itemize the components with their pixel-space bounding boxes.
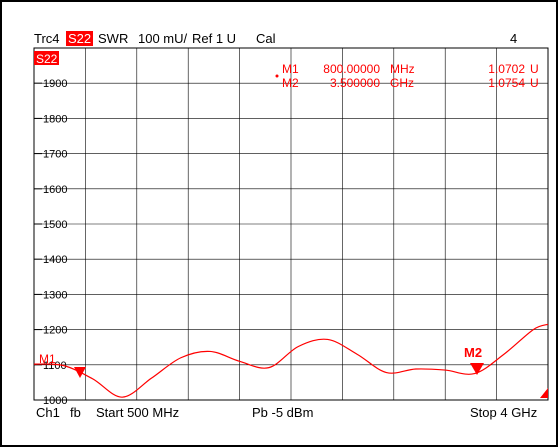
y-tick-label: 1100 <box>43 360 67 372</box>
marker-m2-triangle[interactable] <box>470 363 484 375</box>
y-tick-label: 1400 <box>43 254 67 266</box>
marker-table: M1 800.00000 MHz 1.0702 U M2 3.500000 GHz 1.0754… <box>282 62 539 90</box>
grid <box>34 48 548 400</box>
y-tick-label: 1200 <box>43 325 67 337</box>
start-frequency[interactable]: Start 500 MHz <box>96 405 180 420</box>
reference-label[interactable]: Ref 1 U <box>192 31 237 46</box>
channel-label[interactable]: Ch1 <box>36 405 60 420</box>
marker-table-name: M2 <box>282 76 299 90</box>
power-label[interactable]: Pb -5 dBm <box>252 405 314 420</box>
marker-table-value: 1.0754 <box>488 76 525 90</box>
marker-m1-label: M1 <box>39 352 56 366</box>
param-box <box>34 51 59 65</box>
y-tick-label: 1700 <box>43 149 67 161</box>
stop-frequency[interactable]: Stop 4 GHz <box>470 405 538 420</box>
y-tick-label: 1500 <box>43 219 67 231</box>
y-tick-label: 1600 <box>43 184 67 196</box>
y-tick-label: 1000 <box>43 395 67 407</box>
y-axis-ticks: 1900 1800 1700 1600 1500 1400 1300 1200 1100 1000 <box>34 78 67 407</box>
s-parameter-badge[interactable]: S22 <box>66 31 94 46</box>
fb-label: fb <box>70 405 81 420</box>
marker-table-freq: 3.500000 <box>330 76 380 90</box>
trace-line <box>33 323 549 398</box>
marker-table-unit: GHz <box>390 76 414 90</box>
calibration-label[interactable]: Cal <box>256 31 276 46</box>
marker-table-name: M1 <box>282 62 299 76</box>
edge-marker-indicator <box>540 388 548 398</box>
marker-table-freq: 800.00000 <box>323 62 380 76</box>
trace-number: 4 <box>510 31 518 46</box>
marker-m2-label: M2 <box>464 345 482 360</box>
marker-table-unit: MHz <box>390 62 415 76</box>
plot-param-label: S22 <box>36 52 58 66</box>
active-marker-dot <box>275 74 279 78</box>
scale-label[interactable]: 100 mU/ <box>138 31 188 46</box>
marker-table-vunit: U <box>530 76 539 90</box>
format-label[interactable]: SWR <box>98 31 129 46</box>
marker-m1-triangle[interactable] <box>74 367 86 378</box>
marker-table-vunit: U <box>530 62 539 76</box>
y-tick-label: 1800 <box>43 113 67 125</box>
y-tick-label: 1300 <box>43 289 67 301</box>
marker-table-value: 1.0702 <box>488 62 525 76</box>
y-tick-label: 1900 <box>43 78 67 90</box>
trace-name[interactable]: Trc4 <box>34 31 60 46</box>
